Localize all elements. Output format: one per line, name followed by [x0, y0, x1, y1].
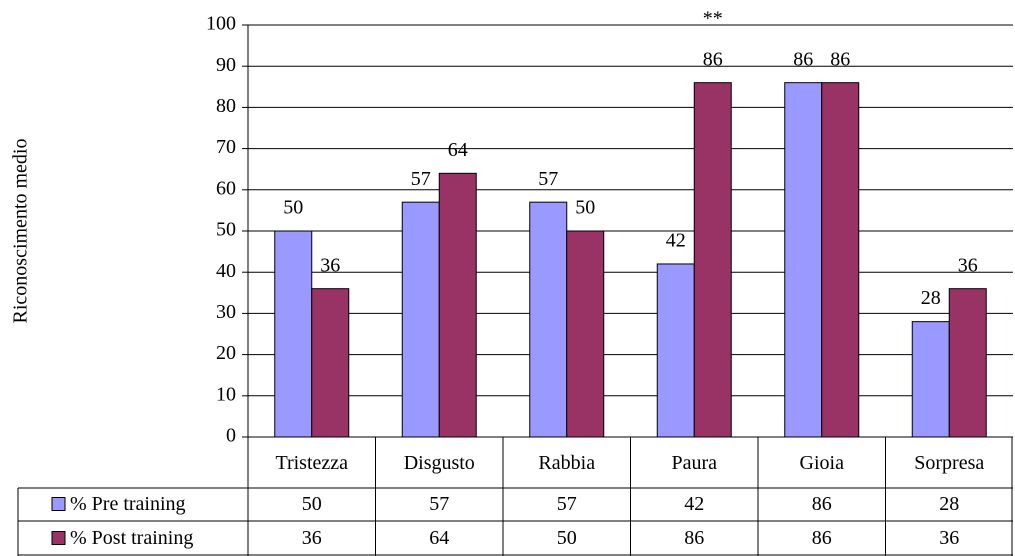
- table-value: 86: [684, 527, 704, 549]
- value-label: 57: [538, 168, 558, 190]
- y-tick-label: 30: [216, 301, 236, 323]
- table-value: 50: [302, 493, 322, 515]
- bar: [948, 288, 987, 438]
- table-value: 42: [684, 493, 704, 515]
- table-value: 57: [429, 493, 449, 515]
- x-tick-label: Rabbia: [538, 452, 595, 474]
- table-value: 57: [557, 493, 577, 515]
- table-value: 36: [939, 527, 959, 549]
- x-tick-label: Gioia: [800, 452, 845, 474]
- y-tick-label: 60: [216, 177, 236, 199]
- y-tick-label: 80: [216, 95, 236, 117]
- x-tick-label: Tristezza: [275, 452, 348, 474]
- bar: [784, 82, 823, 438]
- legend-key: [51, 497, 66, 511]
- table-value: 86: [812, 493, 832, 515]
- value-label: 86: [703, 48, 723, 70]
- x-tick-label: Paura: [671, 452, 717, 474]
- bar: [274, 230, 313, 438]
- value-label: 50: [575, 197, 595, 219]
- value-label: 36: [958, 254, 978, 276]
- y-tick-label: 50: [216, 219, 236, 241]
- value-label: 86: [793, 48, 813, 70]
- value-label: 64: [448, 139, 468, 161]
- bar: [693, 82, 732, 438]
- y-tick-label: 10: [216, 383, 236, 405]
- value-label: 28: [921, 287, 941, 309]
- y-tick-label: 90: [216, 54, 236, 76]
- bar: [311, 288, 350, 438]
- value-label: 36: [320, 254, 340, 276]
- bar: [438, 172, 477, 438]
- y-axis-label: Riconoscimento medio: [10, 139, 32, 324]
- x-tick-label: Disgusto: [404, 452, 475, 474]
- bar: [566, 230, 605, 438]
- y-tick-label: 100: [206, 13, 236, 35]
- legend-label: % Pre training: [70, 493, 186, 515]
- legend-key: [51, 531, 66, 545]
- bar: [911, 321, 950, 438]
- table-value: 50: [557, 527, 577, 549]
- bar: [821, 82, 860, 438]
- y-tick-label: 20: [216, 342, 236, 364]
- table-value: 28: [939, 493, 959, 515]
- x-tick-label: Sorpresa: [914, 452, 984, 474]
- bar: [529, 201, 568, 438]
- legend-label: % Post training: [70, 527, 193, 549]
- y-tick-label: 40: [216, 260, 236, 282]
- table-value: 36: [302, 527, 322, 549]
- y-tick-label: 0: [226, 425, 236, 447]
- table-value: 64: [429, 527, 449, 549]
- bar: [401, 201, 440, 438]
- annotation: **: [703, 8, 723, 30]
- table-value: 86: [812, 527, 832, 549]
- y-tick-label: 70: [216, 136, 236, 158]
- value-label: 50: [283, 197, 303, 219]
- bar: [656, 263, 695, 438]
- value-label: 42: [666, 230, 686, 252]
- value-label: 57: [411, 168, 431, 190]
- value-label: 86: [830, 48, 850, 70]
